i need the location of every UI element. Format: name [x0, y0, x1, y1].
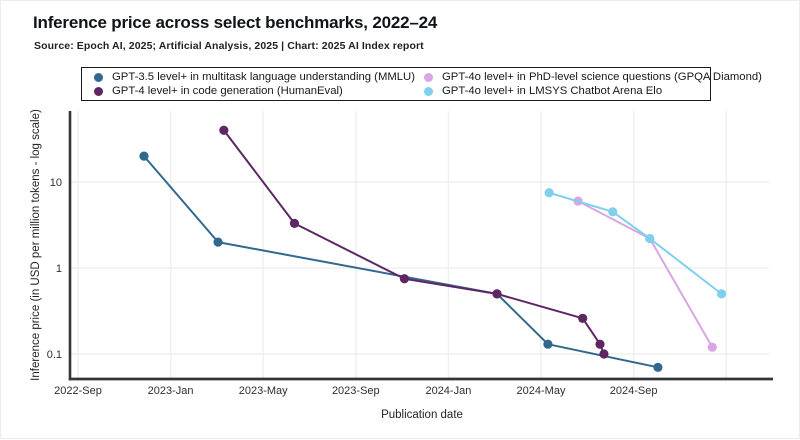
data-point: [219, 125, 229, 135]
legend-item-humaneval: GPT-4 level+ in code generation (HumanEv…: [94, 85, 424, 97]
x-tick-label: 2023-Jan: [148, 385, 194, 397]
legend-label-mmlu: GPT-3.5 level+ in multitask language und…: [112, 71, 415, 83]
data-point: [599, 349, 609, 359]
data-point: [716, 289, 727, 299]
data-point: [492, 289, 502, 299]
data-point: [544, 188, 554, 198]
x-tick-label: 2023-May: [239, 385, 288, 397]
page-title: Inference price across select benchmarks…: [33, 13, 438, 32]
data-point: [653, 362, 663, 372]
data-point: [645, 233, 655, 244]
legend-label-gpqa: GPT-4o level+ in PhD-level science quest…: [442, 71, 762, 83]
series-lines: [139, 125, 727, 372]
x-tick-label: 2024-Jan: [425, 385, 471, 397]
legend-label-humaneval: GPT-4 level+ in code generation (HumanEv…: [112, 85, 343, 97]
series-dot-mmlu: [94, 72, 103, 82]
source-line: Source: Epoch AI, 2025; Artificial Analy…: [34, 40, 424, 52]
series-dot-lmsys: [424, 86, 433, 96]
legend-label-lmsys: GPT-4o level+ in LMSYS Chatbot Arena Elo: [442, 85, 663, 97]
series-dot-humaneval: [94, 86, 103, 96]
data-point: [543, 339, 553, 349]
y-axis-title: Inference price (in USD per million toke…: [30, 109, 42, 381]
x-axis-title: Publication date: [381, 409, 463, 421]
data-point: [595, 339, 605, 349]
series-line: [142, 155, 659, 369]
y-tick-label: 1: [56, 263, 62, 275]
x-tick-label: 2022-Sep: [54, 385, 102, 397]
data-point: [139, 151, 149, 161]
x-tick-label: 2023-Sep: [332, 385, 380, 397]
series-line: [548, 191, 723, 295]
legend-item-lmsys: GPT-4o level+ in LMSYS Chatbot Arena Elo: [424, 85, 706, 97]
data-point: [707, 342, 717, 352]
x-tick-label: 2024-Sep: [610, 385, 658, 397]
data-point: [578, 313, 588, 323]
legend-item-mmlu: GPT-3.5 level+ in multitask language und…: [94, 71, 424, 83]
series-dot-gpqa: [424, 72, 433, 82]
x-tick-label: 2024-May: [517, 385, 566, 397]
legend-item-gpqa: GPT-4o level+ in PhD-level science quest…: [424, 71, 762, 83]
data-point: [608, 207, 618, 217]
series-line: [222, 129, 605, 355]
gridlines: [70, 111, 769, 379]
chart-legend: GPT-3.5 level+ in multitask language und…: [81, 67, 762, 101]
data-point: [289, 218, 300, 229]
series-line: [577, 200, 714, 349]
data-point: [399, 274, 410, 284]
y-tick-label: 0.1: [47, 349, 62, 361]
y-tick-label: 10: [50, 177, 62, 189]
tick-labels: 2022-Sep 2023-Jan 2023-May 2023-Sep 2024-Jan…: [47, 177, 658, 397]
data-point: [213, 237, 223, 247]
axes: [68, 111, 773, 381]
